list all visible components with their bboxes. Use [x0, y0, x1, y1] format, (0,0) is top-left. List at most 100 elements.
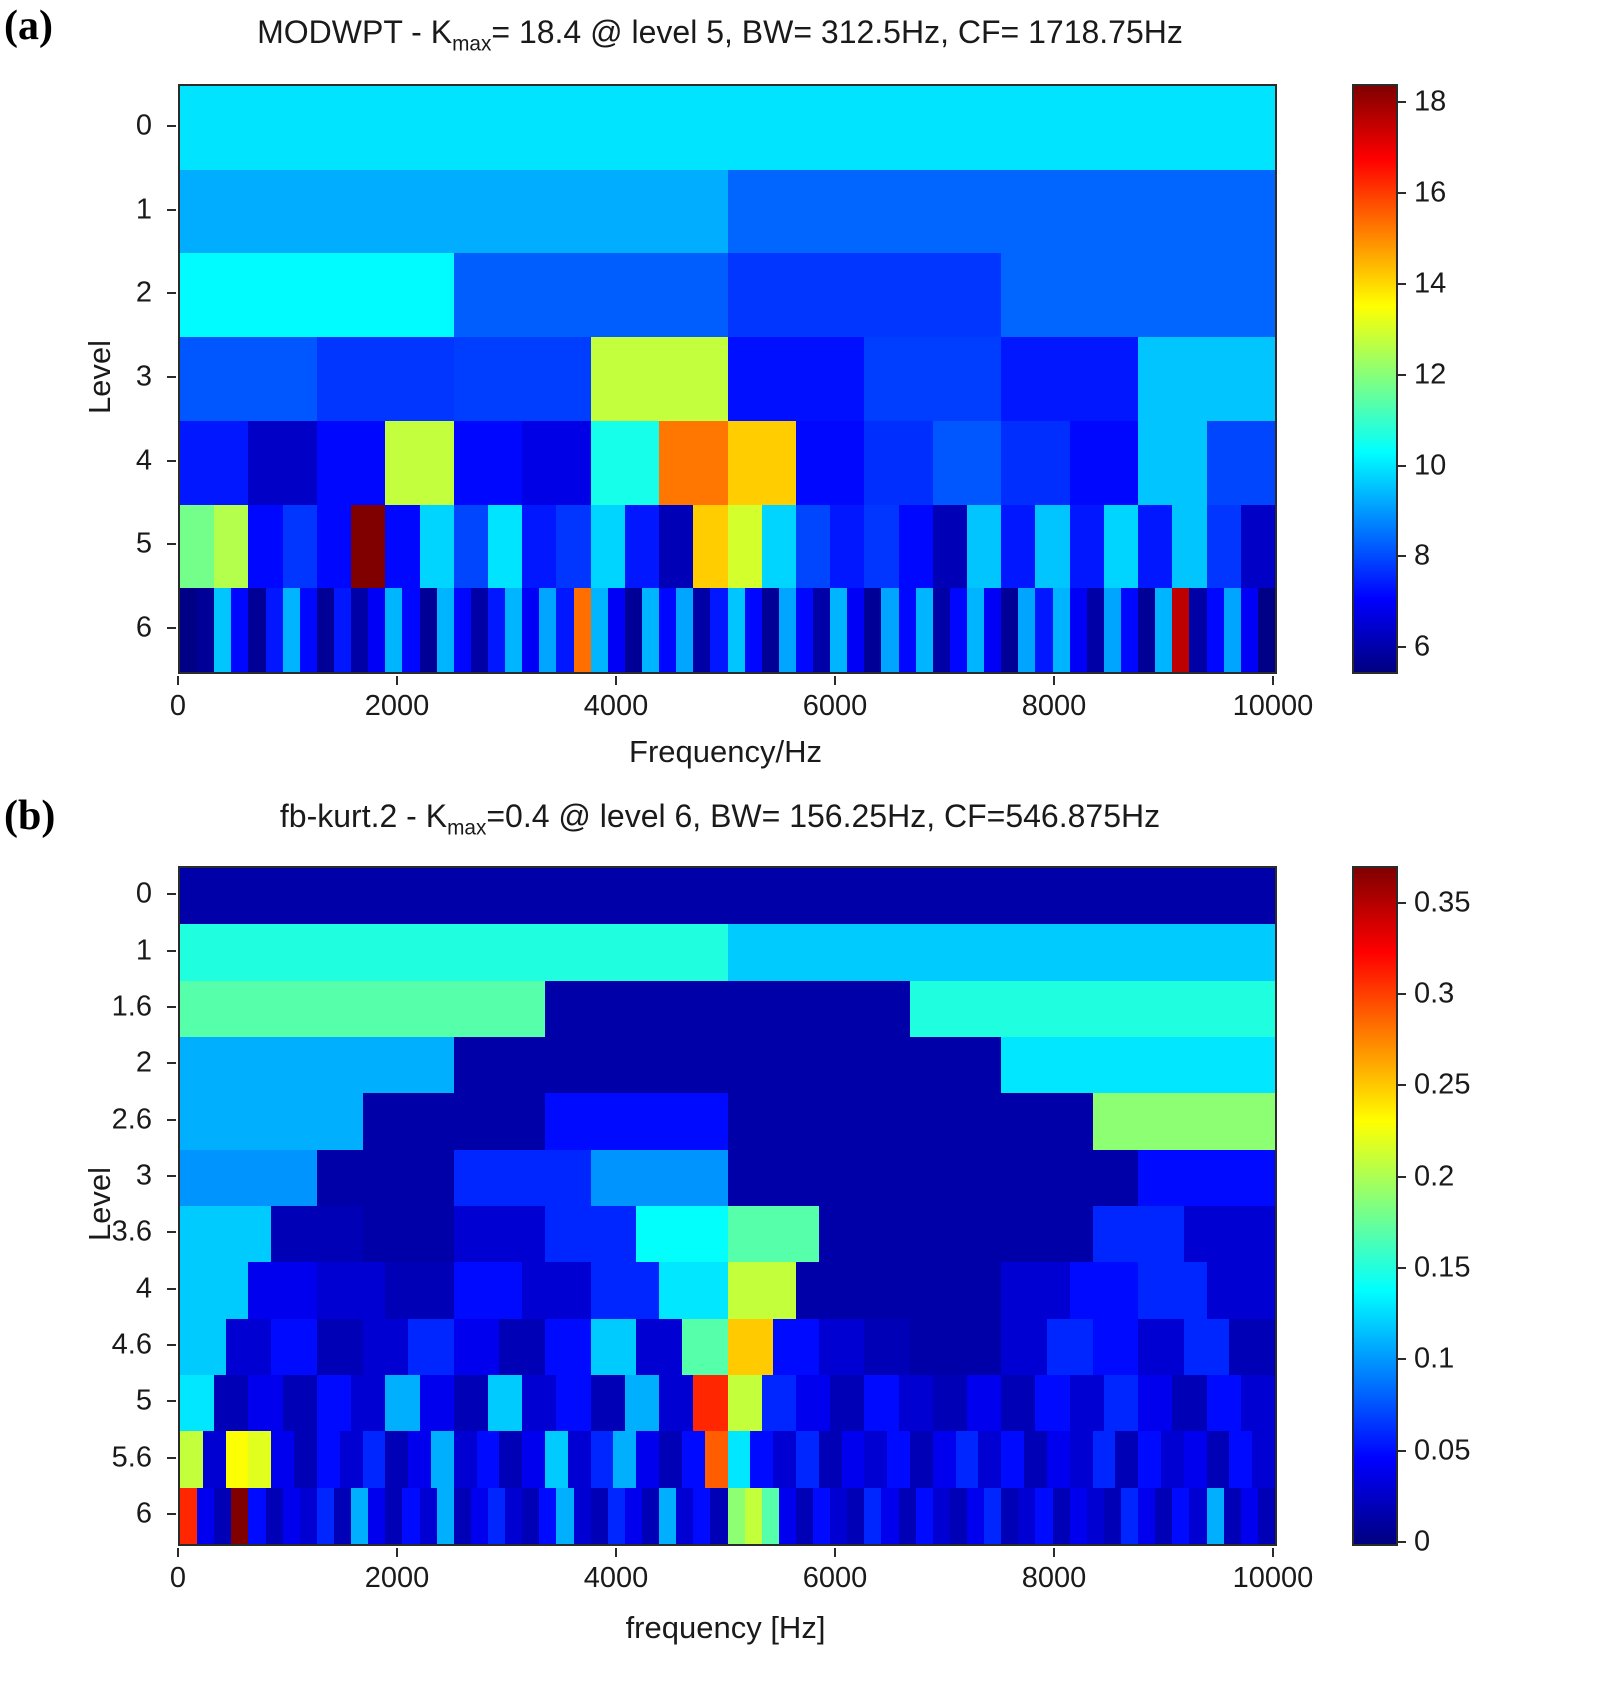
- heatmap-cell: [761, 1374, 796, 1432]
- heatmap-cell: [545, 1093, 728, 1150]
- heatmap-cell: [641, 1487, 660, 1544]
- heatmap-cell: [385, 1262, 454, 1319]
- heatmap-cell: [265, 1487, 283, 1544]
- heatmap-cell: [248, 1431, 272, 1488]
- heatmap-cell: [1138, 1431, 1161, 1488]
- heatmap-cell: [847, 588, 865, 673]
- heatmap-cell: [282, 504, 317, 589]
- heatmap-cell: [453, 1374, 488, 1432]
- heatmap-row-level-4: [180, 1262, 1275, 1319]
- heatmap-cell: [704, 1431, 728, 1488]
- heatmap-cell: [727, 1318, 774, 1375]
- heatmap-cell: [539, 588, 557, 673]
- heatmap-cell: [385, 588, 403, 673]
- colorbar-tick-label: 0.35: [1414, 886, 1471, 919]
- heatmap-cell: [294, 1431, 317, 1488]
- heatmap-cell: [180, 1431, 203, 1488]
- heatmap-cell: [761, 1487, 779, 1544]
- x-axis-label: Frequency/Hz: [629, 734, 822, 769]
- y-tick-mark: [167, 208, 176, 211]
- heatmap-cell: [1001, 1374, 1036, 1432]
- heatmap-cell: [778, 1487, 796, 1544]
- heatmap-cell: [419, 588, 437, 673]
- heatmap-cell: [693, 588, 711, 673]
- heatmap-cell: [864, 1262, 933, 1319]
- heatmap-cell: [248, 588, 266, 673]
- heatmap-cell: [1092, 1093, 1275, 1150]
- heatmap-cell: [693, 1487, 711, 1544]
- heatmap-cell: [453, 253, 728, 338]
- chart-title-a: MODWPT - Kmax= 18.4 @ level 5, BW= 312.5…: [170, 14, 1270, 56]
- heatmap-cell: [898, 504, 933, 589]
- heatmap-cell: [339, 1431, 363, 1488]
- x-tick-label: 2000: [364, 1562, 430, 1594]
- colorbar-tick-mark: [1398, 1084, 1406, 1087]
- heatmap-cell: [180, 420, 249, 505]
- heatmap-cell: [470, 1487, 488, 1544]
- y-tick-label: 1: [135, 934, 152, 966]
- heatmap-cell: [271, 1431, 295, 1488]
- x-tick-label: 10000: [1232, 1562, 1314, 1594]
- heatmap-cell: [818, 1318, 865, 1375]
- heatmap-cell: [180, 169, 728, 254]
- heatmap-cell: [1024, 1431, 1047, 1488]
- heatmap-cell: [476, 1431, 500, 1488]
- y-tick-mark: [167, 543, 176, 546]
- y-tick-label: 5.6: [111, 1441, 152, 1473]
- colorbar-tick-label: 6: [1414, 630, 1431, 663]
- heatmap-cell: [1115, 1431, 1139, 1488]
- colorbar-tick-label: 12: [1414, 358, 1447, 391]
- y-tick-label: 6: [135, 1497, 152, 1530]
- x-tick-label: 2000: [364, 690, 430, 722]
- heatmap-cell: [316, 588, 334, 673]
- heatmap-cell: [750, 1431, 774, 1488]
- heatmap-row-level-6: [180, 588, 1275, 673]
- heatmap-cell: [402, 588, 420, 673]
- heatmap-cell: [915, 1487, 933, 1544]
- y-axis-ticks: 0 1 1.6 2 2.6 3 3.6 4 4.6 5 5.6 6: [0, 866, 176, 1542]
- heatmap-cell: [408, 1318, 454, 1375]
- y-tick-mark: [167, 627, 176, 630]
- heatmap-cell: [676, 588, 694, 673]
- heatmap-cell: [265, 588, 283, 673]
- heatmap-cell: [955, 1431, 979, 1488]
- colorbar-tick-mark: [1398, 192, 1406, 195]
- heatmap-cell: [180, 868, 1275, 925]
- heatmap-cell: [453, 420, 523, 505]
- heatmap-cell: [864, 1431, 888, 1488]
- heatmap-cell: [231, 1487, 249, 1544]
- heatmap-cell: [316, 1262, 386, 1319]
- heatmap-cell: [453, 504, 488, 589]
- heatmap-row-level-5.6: [180, 1431, 1275, 1488]
- heatmap-cell: [214, 1374, 249, 1432]
- y-tick-mark: [167, 376, 176, 378]
- heatmap-cell: [299, 1487, 317, 1544]
- heatmap-cell: [830, 1374, 865, 1432]
- heatmap-cell: [590, 1374, 625, 1432]
- heatmap-cell: [505, 1487, 523, 1544]
- heatmap-cell: [351, 1374, 386, 1432]
- heatmap-cell: [1189, 588, 1207, 673]
- heatmap-cell: [385, 1374, 420, 1432]
- heatmap-cell: [1206, 588, 1224, 673]
- heatmap-row-level-4: [180, 420, 1275, 505]
- y-tick-label: 1.6: [111, 990, 152, 1023]
- colorbar-tick-mark: [1398, 555, 1406, 558]
- heatmap-cell: [453, 1262, 523, 1319]
- heatmap-cell: [978, 1431, 1002, 1488]
- heatmap-cell: [573, 588, 591, 673]
- heatmap-cell: [180, 924, 728, 981]
- y-tick-label: 6: [135, 611, 152, 644]
- heatmap-cell: [727, 588, 745, 673]
- heatmap-cell: [180, 337, 317, 421]
- heatmap-cell: [727, 1431, 751, 1488]
- heatmap-cell: [1183, 1205, 1275, 1263]
- heatmap-cell: [887, 1431, 910, 1488]
- heatmap-cell: [636, 1318, 682, 1375]
- heatmap-cell: [180, 1262, 249, 1319]
- heatmap-cell: [1223, 588, 1241, 673]
- heatmap-cell: [864, 1374, 899, 1432]
- heatmap-cell: [727, 337, 865, 421]
- heatmap-cell: [430, 1431, 454, 1488]
- x-tick-label: 8000: [1021, 690, 1087, 722]
